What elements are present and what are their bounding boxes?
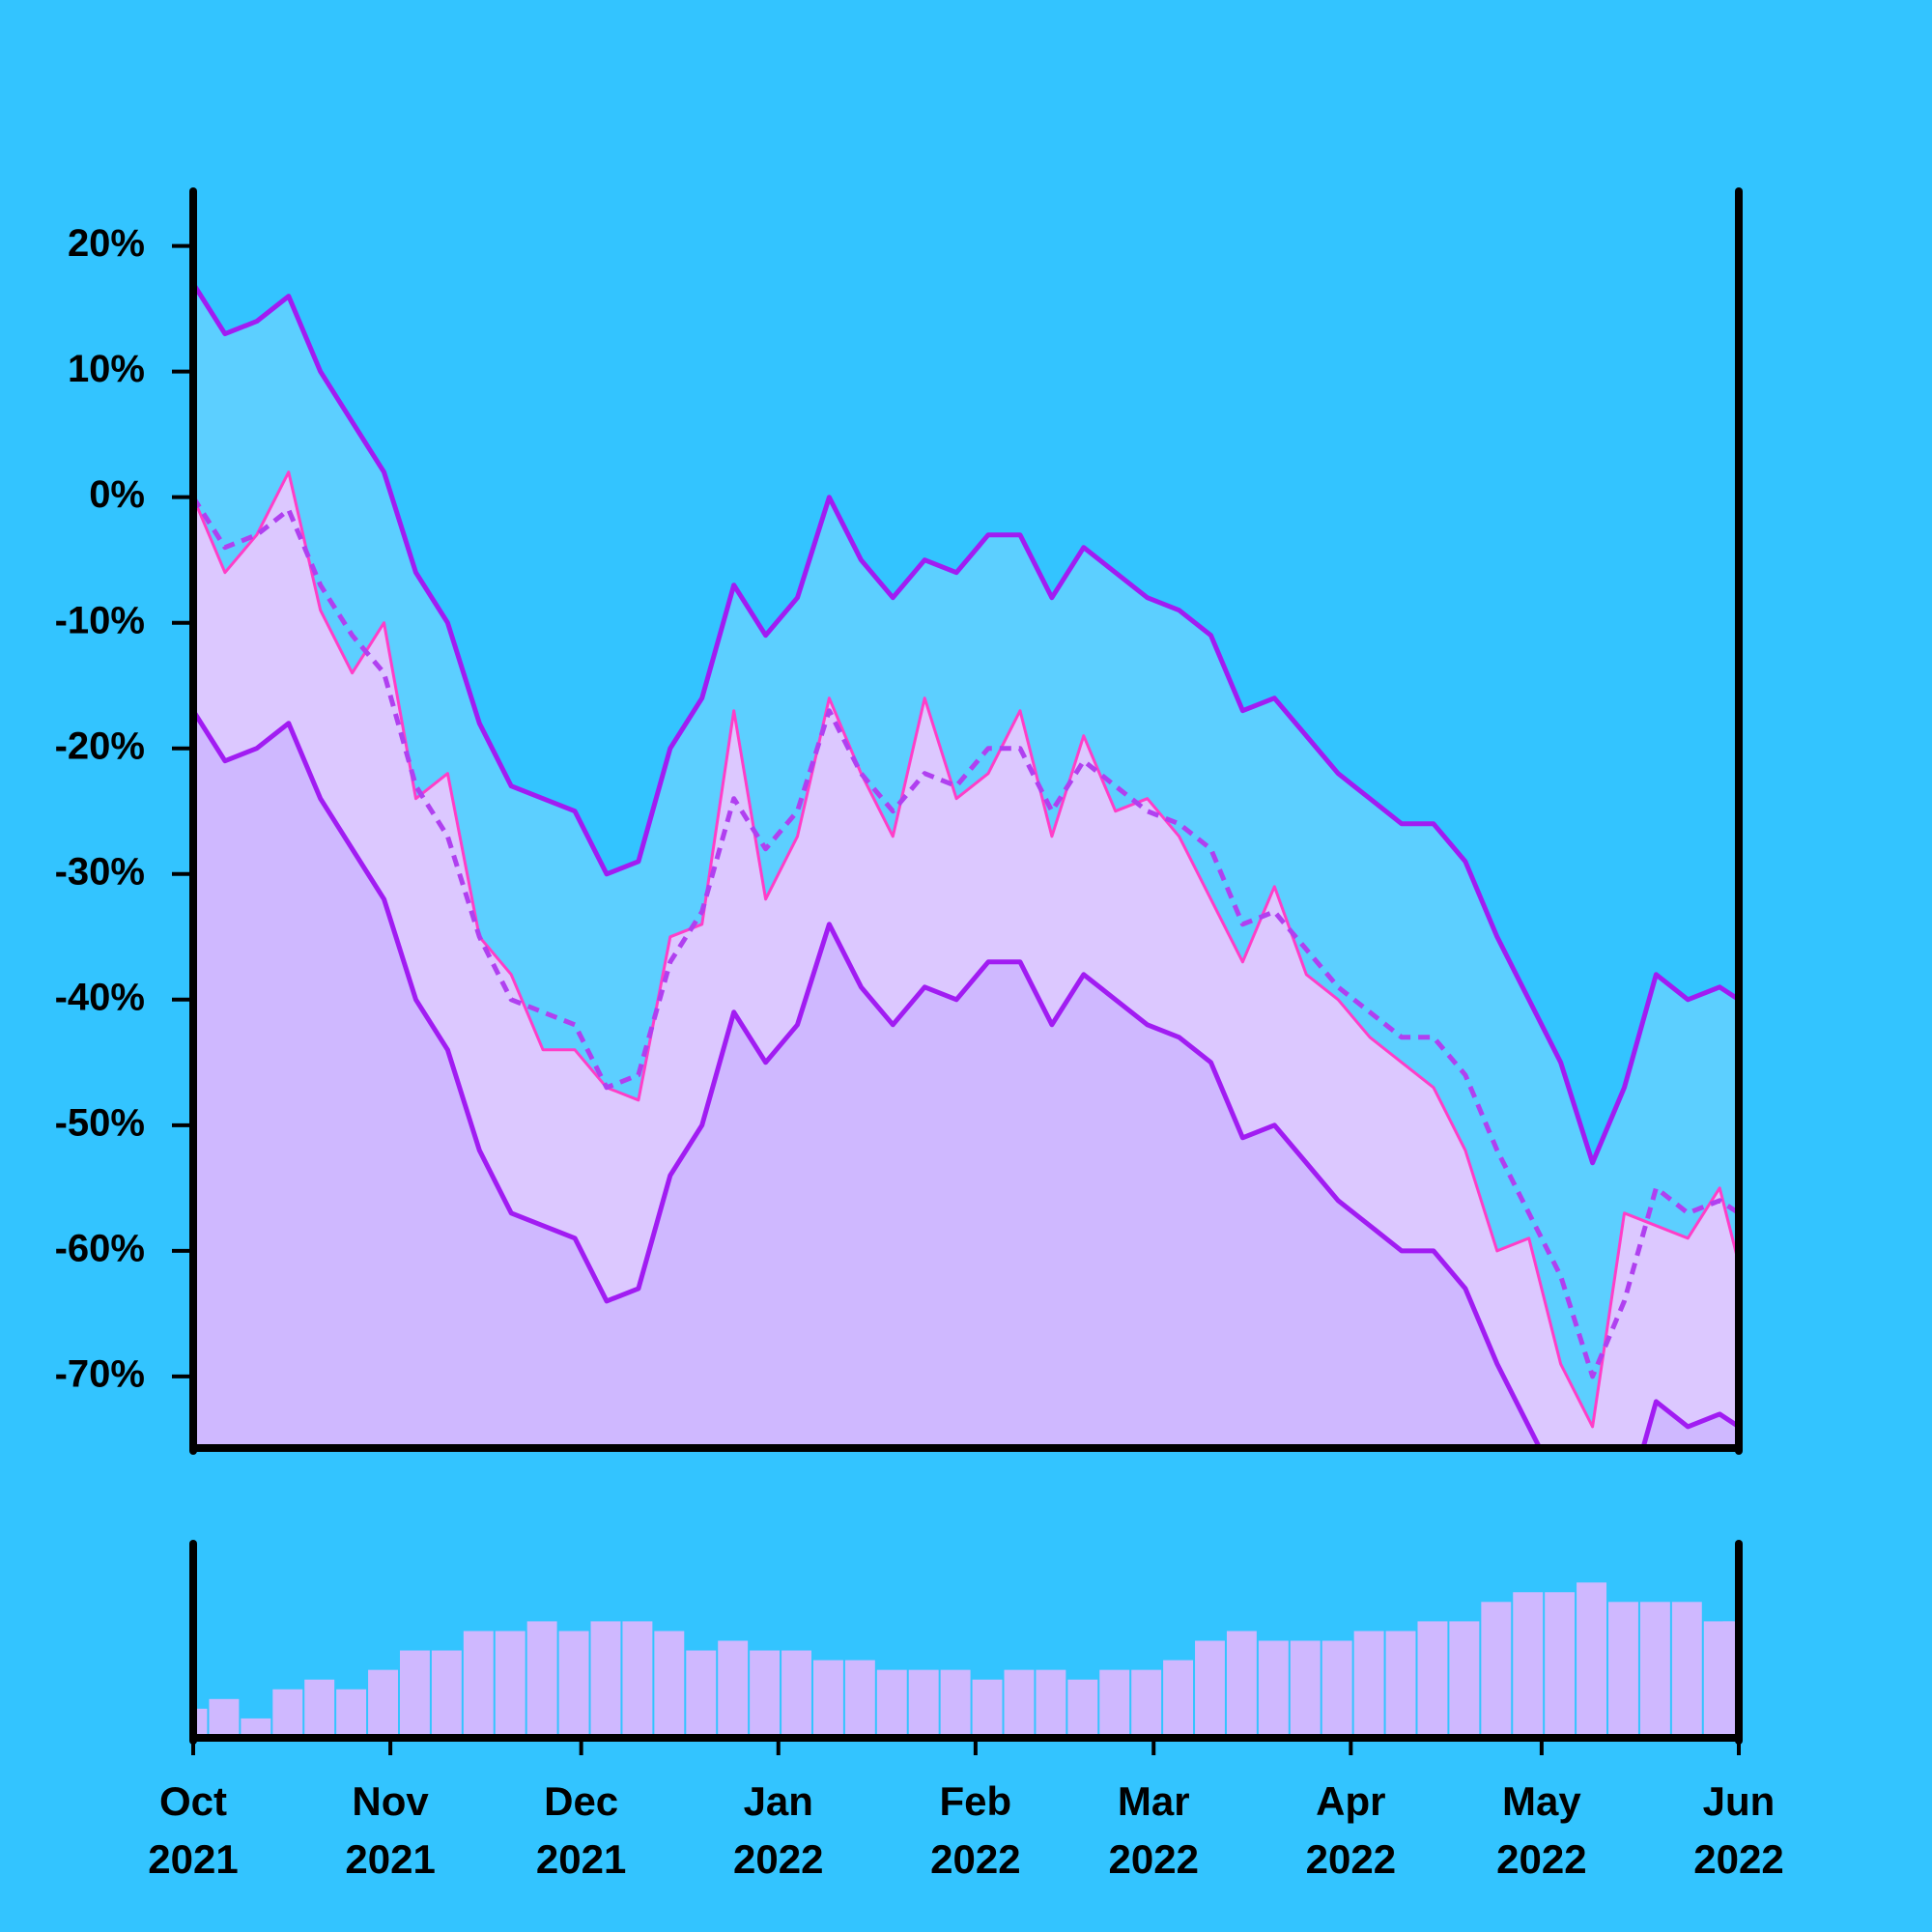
line	[193, 496, 1739, 1379]
bar	[526, 1621, 557, 1737]
bar	[272, 1689, 303, 1737]
y-tick-label: 10%	[68, 348, 145, 390]
bar	[750, 1650, 781, 1737]
x-tick-label: Oct 2021	[148, 1778, 239, 1882]
line	[193, 282, 1739, 1166]
y-tick-label: -10%	[55, 599, 145, 641]
bar	[399, 1650, 430, 1737]
bar	[1004, 1669, 1035, 1737]
x-tick-label: Nov 2021	[345, 1778, 436, 1882]
bar	[304, 1679, 335, 1737]
bar	[1608, 1602, 1638, 1737]
x-tick-label: Mar 2022	[1108, 1778, 1199, 1882]
bar	[844, 1660, 875, 1737]
x-tick-label: Apr 2022	[1305, 1778, 1397, 1882]
bar	[1545, 1592, 1576, 1737]
bar	[241, 1718, 271, 1737]
bar	[622, 1621, 653, 1737]
bar	[1195, 1640, 1225, 1737]
x-tick-label: May 2022	[1496, 1778, 1587, 1882]
bar	[1290, 1640, 1321, 1737]
line	[193, 470, 1739, 1429]
bar	[1163, 1660, 1194, 1737]
bar	[1639, 1602, 1670, 1737]
bar	[463, 1631, 494, 1737]
x-tick-label: Dec 2021	[535, 1778, 627, 1882]
x-tick-label: Jan 2022	[733, 1778, 824, 1882]
y-tick-label: -40%	[55, 976, 145, 1018]
volume-plot	[193, 1582, 1739, 1737]
bar	[590, 1621, 621, 1737]
bar	[972, 1679, 1003, 1737]
price-plot	[193, 282, 1739, 1448]
bar	[1036, 1669, 1066, 1737]
line	[193, 709, 1739, 1448]
bar	[940, 1669, 971, 1737]
y-tick-label: -60%	[55, 1227, 145, 1269]
bar	[654, 1631, 685, 1737]
bar	[1131, 1669, 1162, 1737]
bar	[1722, 1621, 1739, 1737]
bar	[1671, 1602, 1702, 1737]
bar	[718, 1640, 749, 1737]
y-tick-label: 20%	[68, 222, 145, 265]
bar	[1385, 1631, 1416, 1737]
bar	[1099, 1669, 1130, 1737]
bar	[495, 1631, 526, 1737]
y-tick-label: -20%	[55, 724, 145, 767]
bar	[336, 1689, 367, 1737]
bar	[686, 1650, 717, 1737]
bar	[209, 1698, 240, 1737]
bar	[1513, 1592, 1544, 1737]
axes: 20% 10% 0% -10% -20% -30% -40% -50% -60% -70%	[55, 187, 1743, 1755]
bar	[1577, 1582, 1607, 1737]
bar	[1481, 1602, 1512, 1737]
bar	[431, 1650, 462, 1737]
bar	[558, 1631, 589, 1737]
bar	[1417, 1621, 1448, 1737]
bar	[908, 1669, 939, 1737]
bar	[876, 1669, 907, 1737]
bar	[1067, 1679, 1098, 1737]
x-tick-label: Jun 2022	[1693, 1778, 1784, 1882]
y-tick-label: -70%	[55, 1352, 145, 1395]
bar	[1226, 1631, 1257, 1737]
area	[193, 710, 1739, 1448]
bar	[1258, 1640, 1289, 1737]
y-tick-label: 0%	[89, 473, 145, 516]
bar	[781, 1650, 811, 1737]
area	[193, 471, 1739, 1448]
bar	[1321, 1640, 1352, 1737]
bar	[368, 1669, 398, 1737]
y-tick-label: -50%	[55, 1101, 145, 1144]
bar	[1353, 1631, 1384, 1737]
x-tick-label: Feb 2022	[930, 1778, 1021, 1882]
y-tick-label: -30%	[55, 850, 145, 893]
bar	[812, 1660, 843, 1737]
bar	[1449, 1621, 1480, 1737]
